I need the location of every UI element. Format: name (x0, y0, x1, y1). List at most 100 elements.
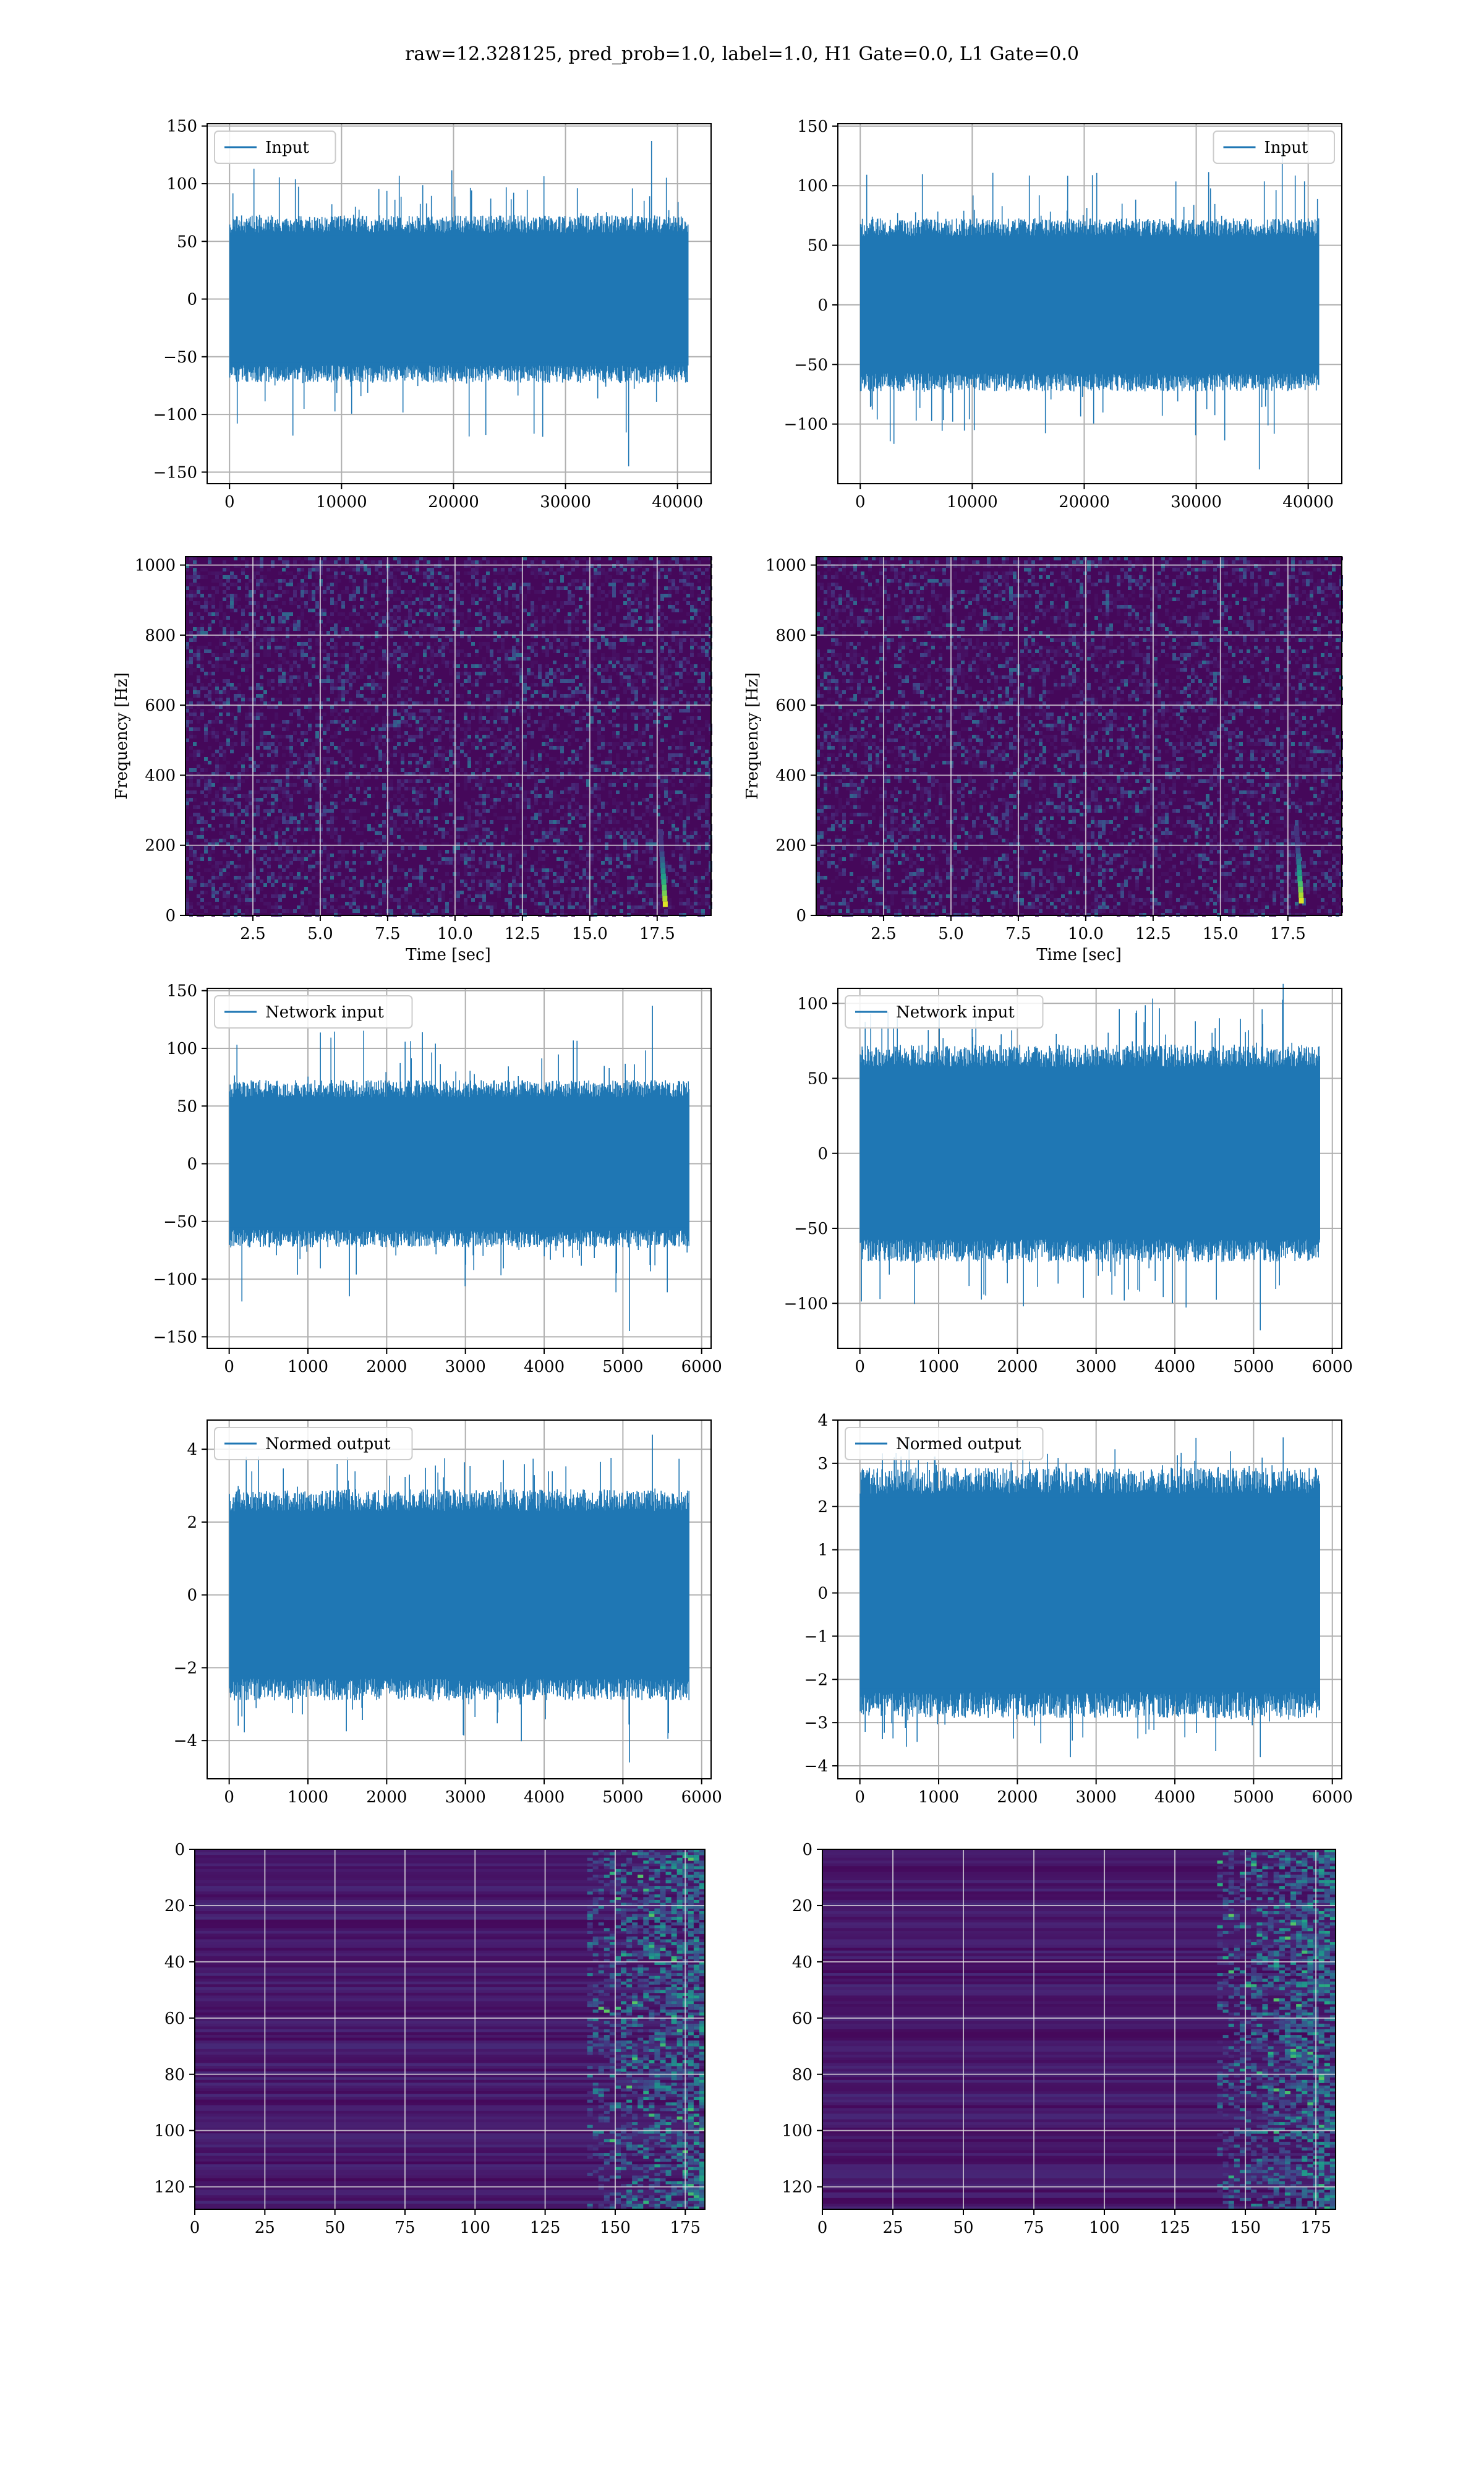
spectrogram-h1-cell (289, 649, 293, 653)
spectrogram-h1-cell (308, 571, 312, 575)
spectrogram-h1-cell (245, 909, 249, 913)
spectrogram-h1-cell (445, 720, 449, 724)
spectrogram-h1-cell (549, 757, 553, 761)
spectrogram-h1-cell (252, 805, 256, 809)
spectrogram-h1-cell (549, 868, 553, 872)
spectrogram-h1-cell (423, 601, 427, 605)
spectrogram-h1-cell (223, 560, 226, 564)
spectrogram-h1-cell (482, 902, 486, 905)
spectrogram-h1-cell (493, 668, 497, 672)
spectrogram-h1-cell (408, 612, 412, 616)
spectrogram-h1-cell (263, 861, 267, 865)
spectrogram-h1-cell (493, 883, 497, 887)
spectrogram-h1-cell (252, 768, 256, 772)
spectrogram-h1-cell (471, 880, 475, 883)
spectrogram-h1-cell (200, 653, 204, 657)
spectrogram-h1-cell (252, 798, 256, 802)
spectrogram-h1-cell (482, 839, 486, 842)
spectrogram-h1-cell (397, 557, 401, 560)
spectrogram-h1-cell (508, 698, 512, 701)
spectrogram-h1-cell (586, 898, 590, 902)
spectrogram-h1-cell (556, 713, 560, 716)
spectrogram-h1-cell (360, 742, 364, 746)
spectrogram-h1-cell (427, 690, 430, 694)
spectrogram-h1-cell (508, 705, 512, 709)
spectrogram-h1-cell (211, 865, 215, 868)
spectrogram-h1-cell (330, 557, 334, 560)
spectrogram-h1-cell (364, 657, 367, 661)
spectrogram-h1-cell (512, 557, 516, 560)
spectrogram-h1-cell (260, 564, 263, 568)
spectrogram-h1-cell (556, 609, 560, 612)
spectrogram-h1-cell (252, 828, 256, 831)
spectrogram-h1-cell (375, 809, 378, 813)
spectrogram-h1-cell (286, 735, 289, 738)
spectrogram-h1-cell (189, 609, 193, 612)
spectrogram-h1-cell (330, 690, 334, 694)
spectrogram-h1-cell (304, 872, 308, 876)
spectrogram-h1-cell (334, 701, 338, 705)
spectrogram-h1-cell (438, 586, 441, 590)
spectrogram-h1-cell (245, 898, 249, 902)
spectrogram-h1-cell (334, 802, 338, 805)
spectrogram-h1-cell (586, 601, 590, 605)
spectrogram-h1-cell (505, 609, 508, 612)
spectrogram-h1-cell (441, 627, 445, 631)
spectrogram-h1-cell (382, 794, 386, 798)
spectrogram-h1-cell (330, 720, 334, 724)
spectrogram-h1-cell (289, 772, 293, 776)
spectrogram-h1-cell (286, 839, 289, 842)
spectrogram-h1-cell (215, 794, 219, 798)
spectrogram-h1-cell (568, 560, 571, 564)
spectrogram-h1-cell (234, 842, 237, 846)
spectrogram-h1-cell (553, 757, 556, 761)
spectrogram-h1-cell (508, 727, 512, 731)
spectrogram-h1-cell (430, 876, 434, 880)
spectrogram-h1-cell (241, 642, 245, 646)
spectrogram-h1-cell (427, 609, 430, 612)
spectrogram-h1-cell (512, 657, 516, 661)
spectrogram-h1-cell (326, 809, 330, 813)
spectrogram-h1-cell (286, 679, 289, 683)
spectrogram-h1-cell (352, 612, 356, 616)
spectrogram-h1-cell (349, 564, 352, 568)
spectrogram-h1-cell (215, 612, 219, 616)
spectrogram-h1-cell (486, 590, 490, 594)
spectrogram-h1-cell (341, 690, 345, 694)
spectrogram-h1-cell (445, 690, 449, 694)
spectrogram-h1-cell (594, 776, 597, 779)
spectrogram-h1-cell (349, 612, 352, 616)
spectrogram-h1-cell (416, 727, 419, 731)
spectrogram-h1-cell (568, 687, 571, 690)
spectrogram-h1-cell (434, 579, 438, 583)
spectrogram-h1-cell (590, 794, 594, 798)
spectrogram-h1-cell (486, 727, 490, 731)
spectrogram-h1-cell (512, 816, 516, 820)
spectrogram-h1-cell (334, 768, 338, 772)
spectrogram-h1-cell (460, 683, 464, 687)
spectrogram-h1-cell (211, 905, 215, 909)
spectrogram-h1-cell (249, 794, 252, 798)
spectrogram-h1-cell (486, 683, 490, 687)
spectrogram-h1-cell (308, 761, 312, 764)
spectrogram-h1-cell (408, 716, 412, 720)
spectrogram-h1-cell (393, 586, 397, 590)
spectrogram-h1-cell (586, 794, 590, 798)
spectrogram-h1-cell (553, 776, 556, 779)
spectrogram-h1-cell (252, 872, 256, 876)
spectrogram-h1-cell (186, 727, 189, 731)
spectrogram-h1-cell (349, 716, 352, 720)
spectrogram-h1-cell (245, 575, 249, 579)
spectrogram-h1-cell (553, 638, 556, 642)
spectrogram-h1-cell (334, 783, 338, 787)
spectrogram-h1-cell (330, 876, 334, 880)
spectrogram-h1-cell (345, 690, 349, 694)
spectrogram-h1-cell (297, 716, 301, 720)
spectrogram-h1-cell (475, 635, 479, 638)
spectrogram-h1-cell (467, 816, 471, 820)
spectrogram-h1-cell (271, 679, 275, 683)
spectrogram-h1-cell (401, 701, 404, 705)
spectrogram-h1-cell (597, 557, 601, 560)
spectrogram-h1-cell (241, 761, 245, 764)
spectrogram-h1-cell (430, 727, 434, 731)
